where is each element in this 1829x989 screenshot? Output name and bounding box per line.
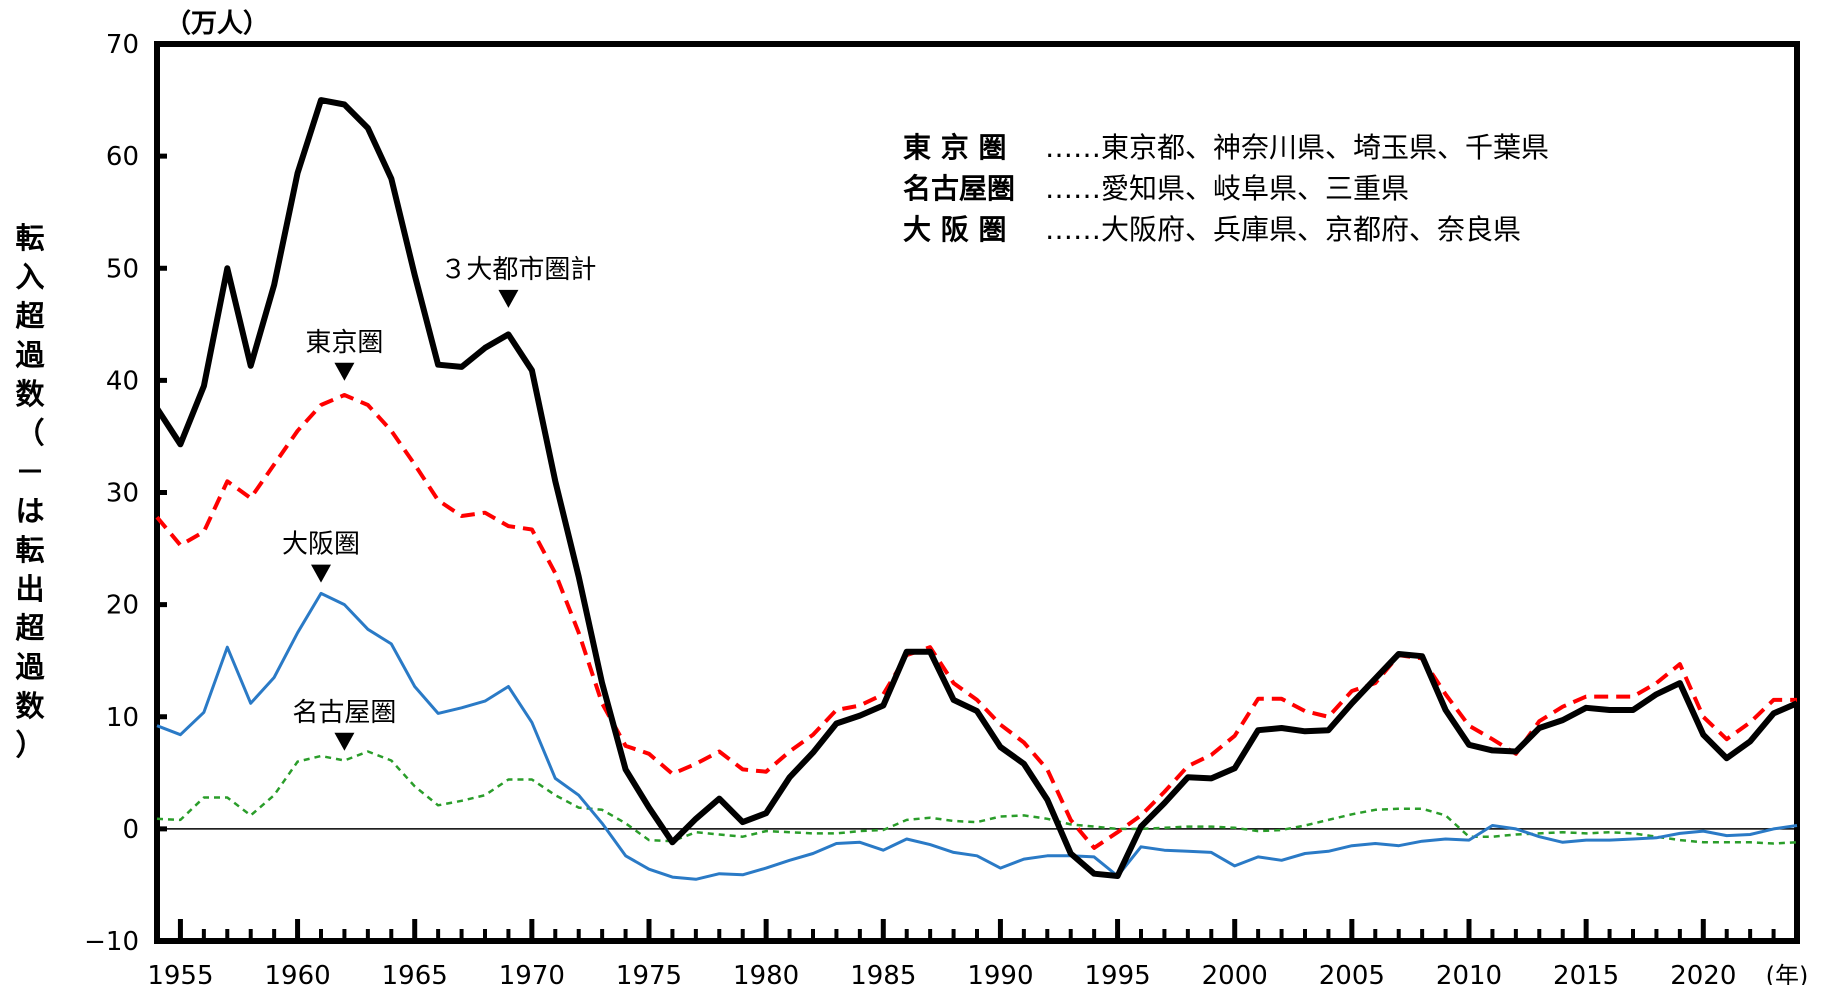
y-axis-label-char: は xyxy=(15,494,44,528)
x-unit-label: (年) xyxy=(1766,962,1809,985)
x-tick-label: 2005 xyxy=(1319,961,1385,985)
x-tick-label: 1995 xyxy=(1084,961,1150,985)
x-tick-label: 1980 xyxy=(733,961,799,985)
y-axis-label-char: 超 xyxy=(15,299,45,333)
y-axis-label-char: （ xyxy=(15,416,44,450)
y-axis-label-char: － xyxy=(15,455,44,489)
series-line-nagoya xyxy=(156,750,1798,845)
y-tick-label: 10 xyxy=(106,703,139,733)
annotation-arrow-icon xyxy=(334,732,355,751)
annotation-arrow-icon xyxy=(334,362,355,381)
y-tick-label: 60 xyxy=(106,142,139,172)
series-line-tokyo xyxy=(155,393,1797,850)
y-axis-label-char: 数 xyxy=(15,689,45,723)
x-tick-label: 2020 xyxy=(1670,961,1736,985)
y-axis-label-char: 過 xyxy=(15,650,45,684)
y-axis-label-char: 転 xyxy=(15,533,44,567)
x-tick-label: 1985 xyxy=(850,961,916,985)
legend-region-members: ……東京都、神奈川県、埼玉県、千葉県 xyxy=(1045,131,1549,164)
legend-region-members: ……大阪府、兵庫県、京都府、奈良県 xyxy=(1045,213,1521,246)
y-tick-label: 40 xyxy=(106,366,139,396)
y-tick-label: 70 xyxy=(106,30,139,60)
y-axis-label-char: 入 xyxy=(15,260,44,294)
legend-region-name: 東 京 圏 xyxy=(903,131,1007,164)
y-axis-label-char: 超 xyxy=(15,611,45,645)
annotation-label: 大阪圏 xyxy=(282,530,360,560)
legend-region-name: 大 阪 圏 xyxy=(903,213,1007,246)
y-axis-label-char: 数 xyxy=(15,377,45,411)
legend-region-name: 名古屋圏 xyxy=(903,172,1015,205)
y-tick-label: −10 xyxy=(84,927,139,957)
legend-region-members: ……愛知県、岐阜県、三重県 xyxy=(1045,172,1409,205)
x-tick-label: 1970 xyxy=(499,961,565,985)
annotation-label: 東京圏 xyxy=(305,328,383,358)
series-line-total xyxy=(154,97,1799,879)
y-axis-label-char: 転 xyxy=(15,221,44,255)
series-line-osaka xyxy=(156,591,1798,881)
x-tick-label: 2015 xyxy=(1553,961,1619,985)
annotation-label: ３大都市圏計 xyxy=(440,255,596,285)
y-tick-label: 30 xyxy=(106,479,139,509)
annotation-arrow-icon xyxy=(498,289,519,308)
x-tick-label: 1975 xyxy=(616,961,682,985)
x-tick-label: 1965 xyxy=(382,961,448,985)
y-axis-label-char: 出 xyxy=(15,572,44,606)
x-tick-label: 1960 xyxy=(264,961,330,985)
x-tick-label: 2000 xyxy=(1202,961,1268,985)
x-tick-label: 1990 xyxy=(967,961,1033,985)
y-tick-label: 0 xyxy=(122,815,139,845)
x-tick-label: 1955 xyxy=(147,961,213,985)
y-unit-label: （万人） xyxy=(165,9,269,39)
annotation-arrow-icon xyxy=(311,564,331,583)
x-tick-label: 2010 xyxy=(1436,961,1502,985)
y-tick-label: 50 xyxy=(106,254,139,284)
y-tick-label: 20 xyxy=(106,591,139,621)
y-axis-label-char: 過 xyxy=(15,338,45,372)
annotation-label: 名古屋圏 xyxy=(292,698,396,728)
y-axis-label-char: ） xyxy=(15,728,44,762)
